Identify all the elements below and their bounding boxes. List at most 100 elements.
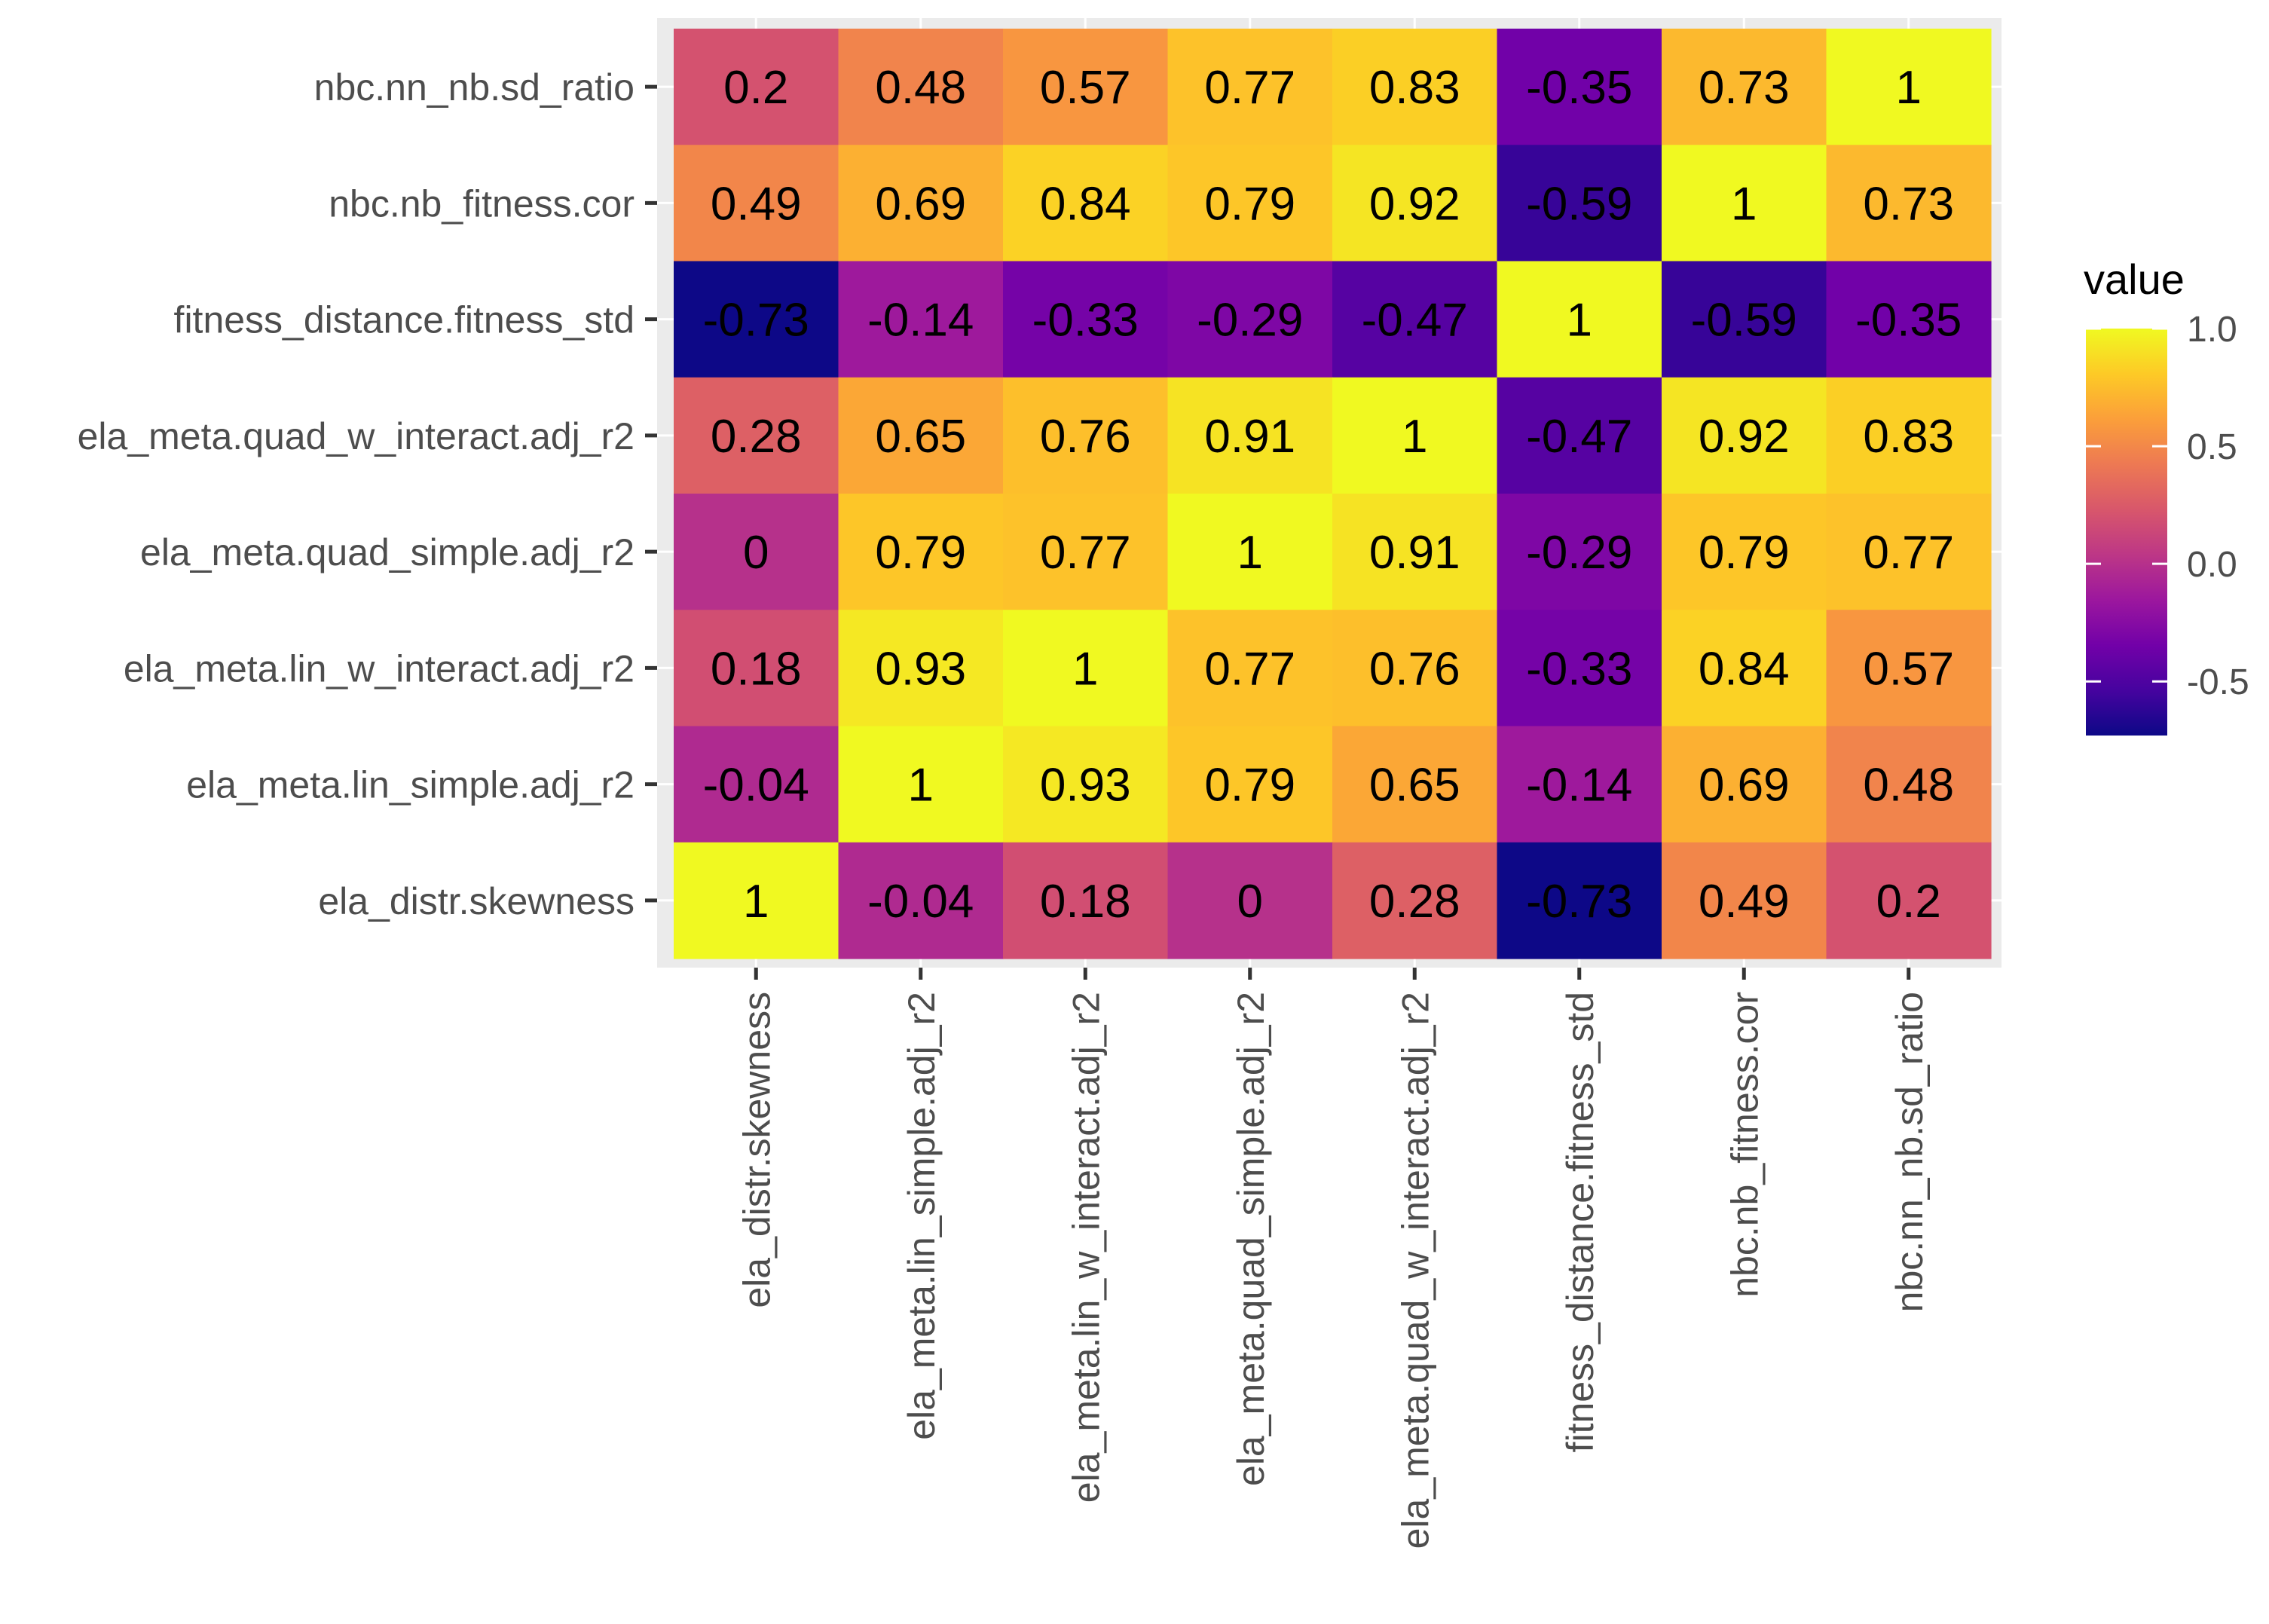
x-tick-label-nbc-nb-fitness-cor: nbc.nb_fitness.cor — [1723, 992, 1766, 1298]
heatmap-cell — [1003, 261, 1169, 378]
cell-value-label: -0.59 — [1691, 295, 1797, 347]
cell-value-label: 0.18 — [1040, 876, 1131, 928]
heatmap-cell — [1662, 29, 1827, 145]
heatmap-cell — [1003, 145, 1169, 262]
cell-value-label: -0.14 — [867, 295, 974, 347]
heatmap-cell — [1662, 261, 1827, 378]
cell-value-label: 0.84 — [1040, 178, 1131, 230]
cell-value-label: 0.93 — [1040, 760, 1131, 812]
heatmap-cell — [674, 842, 839, 959]
cell-value-label: 1 — [1731, 178, 1757, 230]
heatmap-cell — [1497, 29, 1662, 145]
heatmap-cell — [838, 377, 1004, 494]
heatmap-cell — [1167, 842, 1333, 959]
cell-value-label: 0.91 — [1369, 527, 1460, 579]
heatmap-cell — [1826, 726, 1992, 843]
heatmap-cell — [1497, 494, 1662, 610]
heatmap-cell — [1003, 610, 1169, 727]
cell-value-label: 0.83 — [1369, 62, 1460, 114]
cell-value-label: 0.65 — [875, 411, 966, 463]
cell-value-label: -0.29 — [1526, 527, 1632, 579]
heatmap-cell — [1332, 145, 1498, 262]
heatmap-cell — [1167, 726, 1333, 843]
y-tick-label-ela-meta-quad-w-interact-adj-r2: ela_meta.quad_w_interact.adj_r2 — [78, 415, 635, 457]
cell-value-label: 0 — [1237, 876, 1263, 928]
cell-value-label: 0.48 — [875, 62, 966, 114]
legend-tick-label: 0.0 — [2187, 545, 2237, 585]
cell-value-label: 0.69 — [875, 178, 966, 230]
heatmap-cell — [1662, 377, 1827, 494]
legend-color-bar — [2086, 329, 2167, 736]
cell-value-label: 0.79 — [875, 527, 966, 579]
x-tick-label-ela-meta-quad-simple-adj-r2: ela_meta.quad_simple.adj_r2 — [1230, 992, 1272, 1486]
cell-value-label: 0.76 — [1369, 643, 1460, 695]
heatmap-cell — [1826, 145, 1992, 262]
y-tick-label-nbc-nn-nb-sd-ratio: nbc.nn_nb.sd_ratio — [314, 66, 635, 109]
heatmap-cell — [1003, 494, 1169, 610]
cell-value-label: -0.73 — [1526, 876, 1632, 928]
color-legend: value 1.0 0.5 0.0 -0.5 — [2084, 255, 2249, 736]
y-axis: nbc.nn_nb.sd_ratio nbc.nb_fitness.corfitn… — [78, 66, 657, 922]
x-tick-label-ela-distr-skewness: ela_distr.skewness — [735, 992, 778, 1308]
heatmap-cell — [1497, 842, 1662, 959]
heatmap-cell — [838, 494, 1004, 610]
heatmap-cell — [1003, 377, 1169, 494]
cell-value-label: 0.83 — [1863, 411, 1954, 463]
cell-value-label: -0.35 — [1855, 295, 1962, 347]
cell-value-label: -0.47 — [1362, 295, 1468, 347]
heatmap-cell — [1167, 494, 1333, 610]
legend-tick-label: 0.5 — [2187, 427, 2237, 467]
cell-value-label: 0.2 — [723, 62, 788, 114]
heatmap-cell — [674, 726, 839, 843]
cell-value-label: -0.33 — [1032, 295, 1139, 347]
cell-value-label: 0.57 — [1863, 643, 1954, 695]
cell-value-label: 1 — [1072, 643, 1098, 695]
cell-value-label: 0.77 — [1204, 643, 1295, 695]
heatmap-cell — [674, 377, 839, 494]
heatmap-cell — [1826, 842, 1992, 959]
heatmap-cell — [1826, 377, 1992, 494]
heatmap-cell — [838, 610, 1004, 727]
heatmap-cell — [1332, 842, 1498, 959]
cell-value-label: 0.92 — [1369, 178, 1460, 230]
heatmap-cell — [674, 145, 839, 262]
heatmap-cell — [1826, 610, 1992, 727]
cell-value-label: 0.79 — [1204, 760, 1295, 812]
x-tick-label-ela-meta-lin-simple-adj-r2: ela_meta.lin_simple.adj_r2 — [901, 992, 943, 1440]
y-tick-label-ela-meta-lin-w-interact-adj-r2: ela_meta.lin_w_interact.adj_r2 — [124, 647, 635, 690]
heatmap-cell — [1662, 726, 1827, 843]
cell-value-label: 0.93 — [875, 643, 966, 695]
heatmap-cell — [1167, 610, 1333, 727]
cell-value-label: 0.92 — [1699, 411, 1790, 463]
cell-value-label: 0.77 — [1863, 527, 1954, 579]
cell-value-label: 0.84 — [1699, 643, 1790, 695]
heatmap-cell — [1167, 377, 1333, 494]
heatmap-cell — [1662, 145, 1827, 262]
x-tick-label-fitness-distance-fitness-std: fitness_distance.fitness_std — [1559, 992, 1601, 1452]
cell-value-label: 0.76 — [1040, 411, 1131, 463]
cell-value-label: 0.2 — [1876, 876, 1941, 928]
heatmap-cell — [1332, 29, 1498, 145]
y-tick-label-fitness-distance-fitness-std: fitness_distance.fitness_std — [174, 299, 635, 341]
cell-value-label: 0.73 — [1863, 178, 1954, 230]
legend-tick-label: -0.5 — [2187, 662, 2249, 702]
heatmap-cell — [1332, 377, 1498, 494]
cell-value-label: 0.69 — [1699, 760, 1790, 812]
cell-value-label: -0.29 — [1197, 295, 1303, 347]
cell-value-label: 0.77 — [1204, 62, 1295, 114]
cell-value-label: 1 — [1402, 411, 1427, 463]
heatmap-cell — [674, 261, 839, 378]
heatmap-cell — [1826, 494, 1992, 610]
cell-value-label: 0.79 — [1204, 178, 1295, 230]
heatmap-cell — [838, 726, 1004, 843]
heatmap-cell — [674, 610, 839, 727]
cell-value-label: -0.35 — [1526, 62, 1632, 114]
cell-value-label: 1 — [1896, 62, 1922, 114]
legend-tick-label: 1.0 — [2187, 310, 2237, 350]
cell-value-label: -0.47 — [1526, 411, 1632, 463]
cell-value-label: 0.91 — [1204, 411, 1295, 463]
heatmap-cell — [674, 29, 839, 145]
heatmap-cell — [838, 842, 1004, 959]
cell-value-label: 0.28 — [711, 411, 802, 463]
